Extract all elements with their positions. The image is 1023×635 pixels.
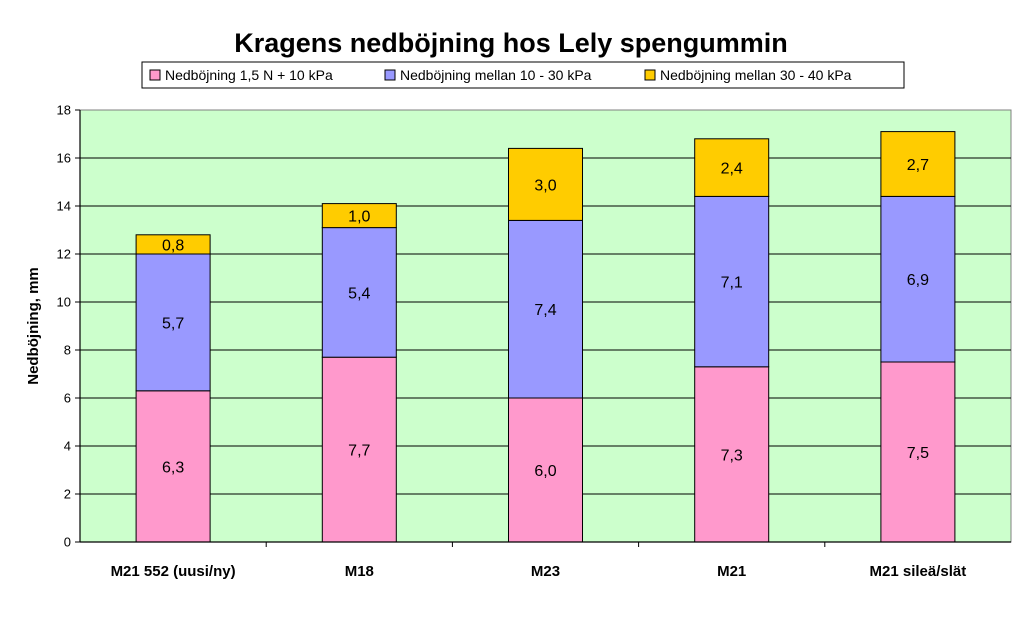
data-label: 6,9 bbox=[907, 272, 929, 289]
data-label: 6,0 bbox=[534, 463, 556, 480]
x-tick-label: M21 bbox=[717, 563, 746, 580]
bar-segment bbox=[880, 131, 956, 197]
y-axis-label: Nedböjning, mm bbox=[25, 267, 42, 385]
data-label: 7,4 bbox=[534, 302, 556, 319]
y-tick-label: 6 bbox=[64, 391, 71, 406]
x-tick-label: M23 bbox=[531, 563, 560, 580]
y-tick-label: 10 bbox=[57, 295, 71, 310]
data-label: 7,1 bbox=[721, 275, 743, 292]
y-tick-label: 14 bbox=[57, 199, 71, 214]
x-tick-label: M21 sileä/slät bbox=[870, 563, 967, 580]
data-label: 2,7 bbox=[907, 157, 929, 174]
bar-segment bbox=[880, 361, 956, 543]
y-tick-label: 0 bbox=[64, 535, 71, 550]
y-tick-label: 4 bbox=[64, 439, 71, 454]
bar-segment bbox=[508, 219, 583, 399]
legend-swatch bbox=[149, 69, 161, 81]
data-label: 7,3 bbox=[721, 447, 743, 464]
data-label: 5,7 bbox=[162, 315, 184, 332]
bar-segment bbox=[135, 234, 211, 255]
bar-segment bbox=[508, 397, 583, 543]
x-tick-label: M18 bbox=[345, 563, 374, 580]
bar-segment bbox=[694, 195, 770, 368]
bar-segment bbox=[135, 390, 211, 543]
bar-segment bbox=[694, 366, 770, 543]
bar-segment bbox=[694, 138, 770, 197]
bars: 6,3 5,7 0,8 7,7 5,4 1,0 6,0 7,4 3,0 7,3 7,1 2,4 7,5 6… bbox=[135, 131, 956, 543]
axes: 0 2 4 6 8 10 12 14 16 18 M21 552 (uusi/ny) M18 M23 M2… bbox=[57, 103, 1011, 580]
y-tick-label: 12 bbox=[57, 247, 71, 262]
data-label: 2,4 bbox=[721, 161, 743, 178]
data-label: 1,0 bbox=[348, 209, 370, 226]
bar-segment bbox=[508, 147, 583, 221]
chart-title: Kragens nedböjning hos Lely spengummin bbox=[234, 28, 788, 58]
data-label: 0,8 bbox=[162, 237, 184, 254]
bar-segment bbox=[321, 356, 397, 543]
x-tick-label: M21 552 (uusi/ny) bbox=[111, 563, 236, 580]
y-tick-label: 16 bbox=[57, 151, 71, 166]
data-label: 5,4 bbox=[348, 285, 370, 302]
y-tick-label: 2 bbox=[64, 487, 71, 502]
y-tick-label: 8 bbox=[64, 343, 71, 358]
legend-label: Nedböjning mellan 30 - 40 kPa bbox=[660, 67, 852, 83]
legend-label: Nedböjning 1,5 N + 10 kPa bbox=[165, 67, 333, 83]
legend: Nedböjning 1,5 N + 10 kPa Nedböjning mell… bbox=[141, 61, 905, 89]
data-label: 3,0 bbox=[534, 177, 556, 194]
bar-segment bbox=[880, 195, 956, 363]
legend-label: Nedböjning mellan 10 - 30 kPa bbox=[400, 67, 592, 83]
data-label: 7,7 bbox=[348, 443, 370, 460]
legend-swatch bbox=[384, 69, 396, 81]
y-tick-label: 18 bbox=[57, 103, 71, 118]
data-label: 7,5 bbox=[907, 445, 929, 462]
legend-swatch bbox=[644, 69, 656, 81]
bar-segment bbox=[321, 227, 397, 358]
bar-segment bbox=[321, 203, 397, 229]
bar-segment bbox=[135, 253, 211, 392]
data-label: 6,3 bbox=[162, 459, 184, 476]
legend-box bbox=[141, 61, 905, 89]
